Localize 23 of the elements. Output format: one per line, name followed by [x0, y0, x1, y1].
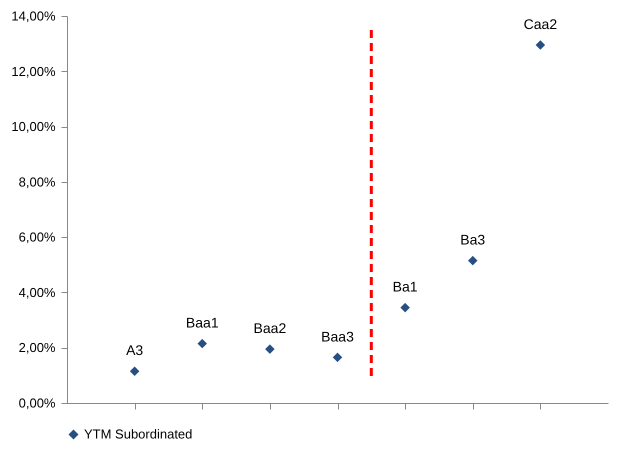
- y-tick-label: 2,00%: [18, 340, 56, 356]
- legend-label: YTM Subordinated: [84, 426, 192, 442]
- point: [332, 352, 342, 362]
- annotation: Ba3: [460, 232, 486, 248]
- point: [468, 256, 478, 266]
- point: [536, 40, 546, 50]
- annotation: Baa3: [321, 328, 354, 344]
- annotation: Ba1: [392, 278, 418, 295]
- point: [198, 338, 207, 348]
- y-tick-label: 0,00%: [18, 396, 56, 410]
- y-tick-label: 4,00%: [18, 284, 56, 300]
- y-tick-label: 14,00%: [11, 8, 56, 24]
- y-tick-label: 8,00%: [18, 174, 56, 190]
- annotation: Baa2: [254, 320, 286, 336]
- y-tick-label: 12,00%: [11, 64, 56, 79]
- point: [400, 302, 410, 312]
- y-tick-label: 10,00%: [11, 119, 56, 134]
- point: [265, 344, 275, 354]
- y-tick-label: 6,00%: [18, 230, 56, 245]
- annotation: Baa1: [186, 314, 219, 331]
- point: [130, 366, 140, 376]
- annotation: A3: [126, 342, 144, 358]
- annotation: Caa2: [524, 16, 558, 32]
